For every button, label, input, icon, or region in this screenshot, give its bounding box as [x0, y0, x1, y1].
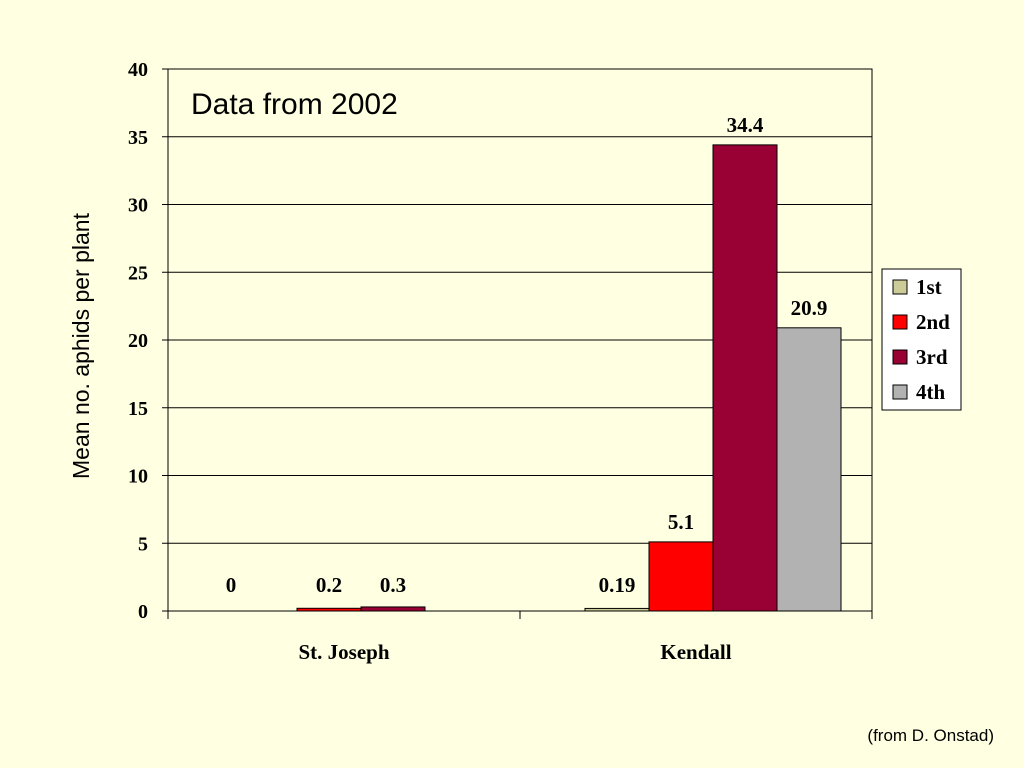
data-label: 0.3 — [380, 573, 406, 597]
gridlines — [168, 136, 872, 544]
data-label: 0.2 — [316, 573, 342, 597]
chart-title: Data from 2002 — [191, 88, 398, 121]
source-credit: (from D. Onstad) — [867, 726, 994, 745]
y-tick-label: 10 — [128, 466, 148, 488]
axes — [162, 68, 873, 619]
legend-label: 1st — [916, 275, 942, 299]
labels: 0 5 10 15 20 25 30 35 40 St. Joseph 0 0.2 0.3 Kendall… — [128, 59, 827, 664]
y-tick-label: 15 — [128, 398, 148, 420]
legend-swatch — [892, 349, 908, 365]
bar — [712, 144, 778, 612]
legend-label: 2nd — [916, 310, 950, 334]
data-label: 34.4 — [727, 113, 764, 137]
y-tick-label: 0 — [138, 601, 148, 623]
legend-swatch — [892, 384, 908, 400]
y-tick-label: 30 — [128, 195, 148, 217]
data-label: 20.9 — [791, 296, 828, 320]
bar — [648, 541, 714, 612]
legend-label: 4th — [916, 380, 945, 404]
bars — [296, 144, 842, 612]
category-label: Kendall — [660, 640, 731, 664]
category-label: St. Joseph — [298, 640, 389, 664]
y-tick-label: 5 — [138, 533, 148, 555]
y-tick-label: 25 — [128, 262, 148, 284]
data-label: 5.1 — [668, 510, 694, 534]
bar — [360, 606, 426, 612]
legend: 1st 2nd 3rd 4th — [881, 268, 962, 411]
data-label: 0.19 — [599, 573, 636, 597]
y-tick-label: 40 — [128, 59, 148, 81]
legend-swatch — [892, 314, 908, 330]
y-tick-label: 20 — [128, 330, 148, 352]
legend-label: 3rd — [916, 345, 948, 369]
data-label: 0 — [226, 573, 237, 597]
y-axis-label: Mean no. aphids per plant — [68, 212, 94, 479]
bar — [776, 327, 842, 612]
y-tick-label: 35 — [128, 127, 148, 149]
legend-swatch — [892, 279, 908, 295]
